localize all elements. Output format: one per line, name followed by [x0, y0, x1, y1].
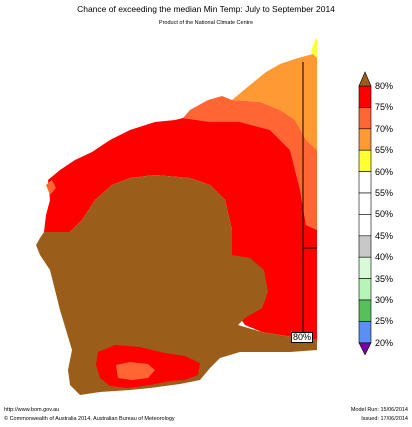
legend-tick-label: 30%: [375, 295, 394, 305]
legend-segment: [358, 321, 372, 344]
legend-segment: [358, 235, 372, 258]
legend-bottom-arrow: [358, 342, 372, 356]
legend-segment: [358, 171, 372, 194]
legend-tick-label: 50%: [375, 209, 394, 220]
region-70-75: [183, 96, 317, 230]
legend-tick-label: 70%: [375, 123, 394, 134]
legend-segment: [358, 299, 372, 322]
legend-tick-label: 65%: [375, 145, 394, 156]
map-subtitle: Product of the National Climate Centre: [158, 20, 254, 26]
footer-issued: Issued: 17/06/2014: [361, 416, 408, 422]
map-contour-label: 80%: [291, 332, 314, 343]
legend-segment: [358, 256, 372, 279]
region-65-70: [232, 52, 317, 150]
legend-segment: [358, 214, 372, 237]
legend-colorbar: [358, 71, 372, 356]
region-south-inner: [116, 362, 155, 380]
legend-segment: [358, 192, 372, 215]
footer-copyright: © Commonwealth of Australia 2014, Austra…: [4, 416, 175, 422]
legend-top-arrow: [358, 71, 372, 87]
legend-tick-label: 80%: [375, 81, 394, 91]
legend-tick-label: 35%: [375, 273, 394, 284]
legend-segment: [358, 149, 372, 172]
legend-tick-label: 20%: [375, 337, 394, 348]
legend-tick-label: 25%: [375, 316, 394, 327]
footer-model-run: Model Run: 15/06/2014: [350, 407, 408, 413]
legend-tick-label: 55%: [375, 188, 394, 198]
legend-segment: [358, 107, 372, 130]
footer-url[interactable]: http://www.bom.gov.au: [4, 407, 60, 413]
legend-tick-label: 45%: [375, 230, 394, 241]
region-west-patch: [46, 180, 56, 195]
region-above-80: [36, 175, 317, 395]
legend-tick-label: 40%: [375, 252, 394, 263]
legend-tick-label: 60%: [375, 166, 394, 177]
legend-segment: [358, 278, 372, 301]
map-title: Chance of exceeding the median Min Temp:…: [77, 4, 335, 14]
legend-segment: [358, 128, 372, 151]
legend-segment: [358, 85, 372, 108]
legend-tick-label: 75%: [375, 102, 394, 113]
region-60-65: [311, 38, 317, 58]
